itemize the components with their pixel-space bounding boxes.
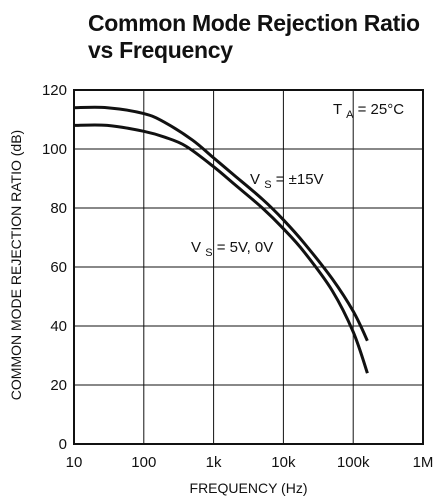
x-tick-label: 1M [413,454,434,471]
annotation-temperature-sub: A [346,109,354,121]
annotation-vs-15v-sub: S [264,179,271,191]
chart-title-line-1: Common Mode Rejection Ratio [88,10,420,36]
annotation-vs-5v-rest: = 5V, 0V [217,239,274,256]
x-tick-label: 100 [131,454,156,471]
annotation-temperature-rest: = 25°C [358,101,405,118]
y-tick-label: 60 [50,259,67,276]
y-tick-label: 20 [50,377,67,394]
x-tick-label: 10k [271,454,296,471]
y-tick-label: 80 [50,200,67,217]
y-tick-label: 120 [42,82,67,99]
x-axis-label: FREQUENCY (Hz) [190,480,308,496]
y-tick-label: 0 [59,436,67,453]
x-tick-label: 10 [66,454,83,471]
annotation-vs-5v: V S = 5V, 0V [191,239,273,260]
series-line-2 [73,123,369,374]
tick-label-layer: 10 100 1k 10k 100k 1M 0 20 40 60 80 100 120 [42,82,433,471]
annotation-vs-15v-main: V [250,171,260,188]
chart-title-line-2: vs Frequency [88,37,233,63]
chart-title: Common Mode Rejection Ratio vs Frequency [88,10,420,64]
y-tick-label: 100 [42,141,67,158]
annotation-vs-5v-main: V [191,239,201,256]
series-layer [73,105,369,374]
grid-layer [74,90,423,444]
x-tick-label: 1k [206,454,222,471]
annotation-vs-5v-sub: S [205,247,212,259]
annotation-vs-15v-rest: = ±15V [276,171,324,188]
plot-frame [73,89,424,445]
x-tick-label: 100k [337,454,370,471]
series-line-1 [73,105,369,342]
y-axis-label: COMMON MODE REJECTION RATIO (dB) [8,130,24,400]
annotation-temperature: T A = 25°C [333,101,404,122]
annotation-vs-15v: V S = ±15V [250,171,324,192]
y-tick-label: 40 [50,318,67,335]
annotation-temperature-main: T [333,101,342,118]
